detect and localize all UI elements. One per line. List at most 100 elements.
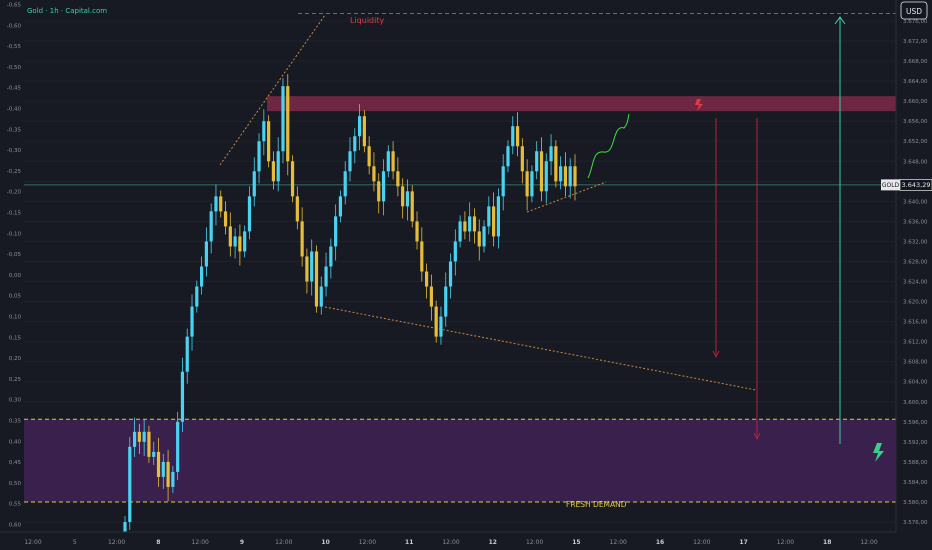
left-axis-label: 0,55: [9, 502, 22, 508]
candle-body: [405, 191, 410, 207]
time-axis-label: 12:00: [192, 539, 209, 546]
candle-body: [147, 431, 151, 457]
left-axis-label: -0,05: [7, 252, 22, 258]
left-axis-label: -0,25: [7, 169, 22, 175]
candle-body: [171, 471, 175, 487]
candles: [123, 74, 577, 544]
left-axis-label: -0,35: [7, 127, 22, 133]
candle-body: [185, 336, 189, 372]
candle-body: [453, 241, 457, 262]
right-axis-label: 3.620,00: [903, 300, 928, 306]
candle-body: [439, 316, 443, 337]
candle-body: [290, 161, 295, 197]
left-axis-label: -0,45: [7, 86, 22, 92]
left-axis-label: 0,25: [9, 377, 22, 383]
candle-body: [223, 211, 228, 227]
candle-body: [314, 251, 319, 307]
candle-body: [362, 116, 366, 147]
candle-body: [386, 151, 390, 172]
candle-body: [448, 261, 453, 287]
candle-body: [544, 161, 548, 192]
right-axis-label: 3.616,00: [903, 320, 928, 326]
chart-title: Gold · 1h · Capital.com: [27, 7, 107, 15]
candle-body: [381, 171, 386, 202]
left-axis-label: 0,50: [9, 481, 22, 487]
candle-body: [305, 256, 309, 282]
candle-body: [415, 221, 419, 242]
candle-body: [468, 216, 472, 232]
candle-body: [152, 451, 156, 457]
candle-body: [353, 136, 357, 152]
time-axis-label: 9: [240, 539, 244, 546]
candle-body: [472, 216, 477, 232]
candle-body: [209, 211, 213, 242]
candle-body: [123, 522, 127, 538]
candle-body: [334, 216, 338, 247]
candle-body: [396, 171, 400, 187]
time-axis-label: 12:00: [24, 539, 41, 546]
right-axis-label: 3.660,00: [903, 99, 928, 105]
candle-body: [391, 151, 395, 172]
right-axis[interactable]: 3.676,00 3.672,00 3.668,00 3.664,00 3.660,00…: [895, 0, 932, 550]
candle-body: [319, 286, 323, 307]
candle-body: [458, 221, 462, 242]
candle-body: [295, 196, 299, 222]
candle-body: [492, 206, 496, 237]
demand-lightning-icon: [873, 443, 884, 462]
candle-body: [357, 116, 362, 137]
time-axis[interactable]: 12:00 5 12:00 8 12:00 9 12:00 10 12:00 11 12:00 12 1…: [0, 531, 932, 550]
right-axis-label: 3.588,00: [903, 460, 928, 466]
candle-body: [267, 121, 271, 162]
candle-body: [549, 146, 553, 162]
left-axis-label: -0,65: [7, 3, 22, 9]
candle-body: [554, 146, 558, 182]
candle-body: [367, 146, 371, 167]
left-axis-label: -0,60: [7, 23, 22, 29]
time-axis-label: 12: [489, 539, 497, 546]
candle-body: [214, 196, 218, 212]
candle-body: [228, 226, 232, 247]
candle-body: [511, 126, 515, 147]
candle-body: [238, 236, 242, 252]
candle-body: [463, 221, 467, 232]
candle-body: [128, 446, 132, 522]
current-price-label: GOLD 3.643,29: [881, 179, 932, 191]
right-axis-label: 3.668,00: [903, 59, 928, 65]
left-axis[interactable]: -0,65 -0,60 -0,55 -0,50 -0,45 -0,40 -0,35 -0,30…: [7, 3, 22, 529]
time-axis-label: 12:00: [860, 539, 877, 546]
left-axis-label: -0,55: [7, 44, 22, 50]
left-axis-label: 0,00: [9, 273, 22, 279]
candle-body: [199, 266, 204, 287]
candle-body: [573, 166, 577, 187]
candle-body: [262, 121, 266, 142]
candle-body: [286, 86, 290, 162]
time-axis-label: 15: [572, 539, 580, 546]
candle-body: [161, 461, 165, 477]
liquidity-label: Liquidity: [350, 16, 384, 25]
time-axis-label: 5: [73, 539, 77, 546]
left-axis-label: 0,05: [9, 294, 22, 300]
candle-body: [329, 246, 333, 267]
time-axis-label: 12:00: [693, 539, 710, 546]
candle-body: [243, 231, 247, 252]
candle-body: [530, 171, 534, 197]
candle-body: [434, 306, 438, 337]
left-axis-label: -0,50: [7, 65, 22, 71]
candle-body: [487, 206, 491, 227]
demand-zone: [24, 419, 896, 502]
right-axis-label: 3.672,00: [903, 39, 928, 45]
candle-body: [563, 166, 568, 187]
candle-body: [444, 286, 448, 317]
candle-body: [247, 196, 252, 232]
right-axis-label: 3.656,00: [903, 119, 928, 125]
candle-body: [166, 461, 170, 487]
supply-lightning-icon: [695, 99, 703, 111]
candle-body: [377, 181, 381, 202]
candle-body: [252, 171, 256, 197]
red-projection-arrow-1: [712, 118, 720, 358]
currency-button[interactable]: USD: [900, 1, 928, 20]
time-axis-label: 12:00: [442, 539, 459, 546]
candle-body: [401, 186, 405, 207]
candle-body: [348, 151, 352, 172]
